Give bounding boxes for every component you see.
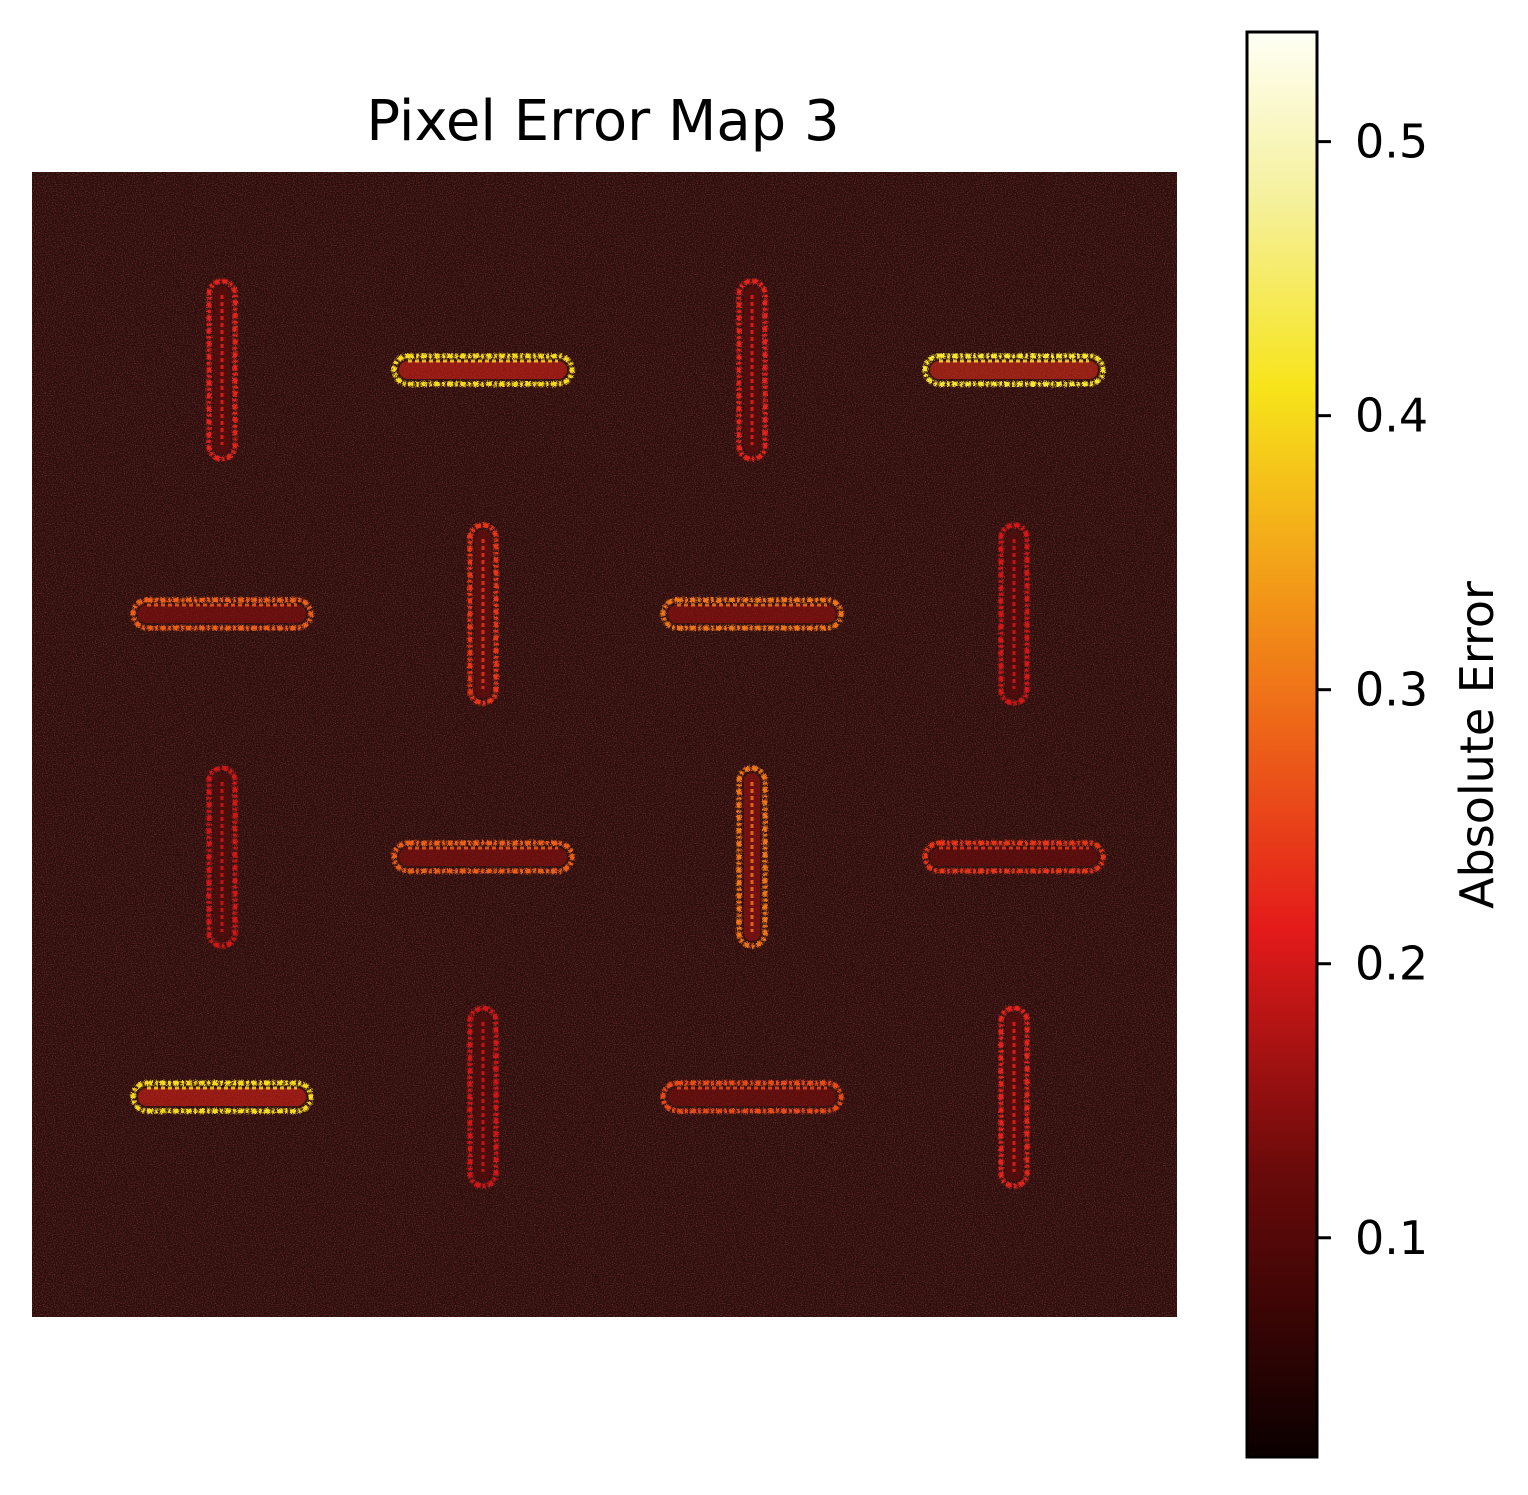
error-rod-core xyxy=(399,361,567,379)
error-rod-core xyxy=(399,848,567,866)
error-rod-edge xyxy=(206,765,238,949)
error-rod-core xyxy=(668,605,836,623)
error-rod xyxy=(998,522,1030,706)
error-rod-core xyxy=(138,1088,306,1106)
error-rod-edge xyxy=(998,522,1030,706)
error-rod-core xyxy=(475,1013,491,1181)
error-rod-edge xyxy=(130,1080,314,1114)
error-rod-edge xyxy=(922,353,1106,387)
error-rod xyxy=(130,597,314,631)
colorbar-gradient xyxy=(1245,30,1319,1459)
error-rod-core xyxy=(930,361,1098,379)
error-rod xyxy=(130,1080,314,1114)
error-rod-core xyxy=(475,530,491,698)
error-rod xyxy=(660,597,844,631)
error-rod xyxy=(922,840,1106,874)
error-rod-core xyxy=(930,848,1098,866)
error-rod-edge xyxy=(467,522,499,706)
error-rod xyxy=(922,353,1106,387)
error-rod-edge xyxy=(206,278,238,462)
colorbar-tick-label: 0.5 xyxy=(1355,115,1428,169)
error-rod-core xyxy=(668,1088,836,1106)
error-rod-edge xyxy=(130,597,314,631)
colorbar-tick-label: 0.3 xyxy=(1355,663,1428,717)
error-rod-edge xyxy=(660,597,844,631)
error-rod xyxy=(736,278,768,462)
error-rod-core xyxy=(1006,530,1022,698)
chart-title: Pixel Error Map 3 xyxy=(366,89,839,154)
colorbar-label: Absolute Error xyxy=(1450,581,1504,909)
error-rod-edge xyxy=(736,765,768,949)
colorbar-tick-label: 0.4 xyxy=(1355,389,1428,443)
error-rod-core xyxy=(744,286,760,454)
error-rod-core xyxy=(744,773,760,941)
colorbar-tick-label: 0.1 xyxy=(1355,1211,1428,1265)
error-rod-core xyxy=(214,773,230,941)
error-rod xyxy=(206,278,238,462)
error-rod-core xyxy=(138,605,306,623)
error-rod-edge xyxy=(391,353,575,387)
error-rod-edge xyxy=(467,1005,499,1189)
error-rod xyxy=(206,765,238,949)
error-rod-edge xyxy=(391,840,575,874)
error-rod-edge xyxy=(922,840,1106,874)
heatmap-noise xyxy=(32,172,1177,1317)
heatmap-area xyxy=(32,172,1177,1317)
error-rod xyxy=(660,1080,844,1114)
error-rod-edge xyxy=(736,278,768,462)
error-rod xyxy=(391,840,575,874)
error-rod-core xyxy=(214,286,230,454)
error-rod xyxy=(467,1005,499,1189)
colorbar: 0.1 0.2 0.3 0.4 0.5 Absolute Error xyxy=(1245,30,1504,1459)
error-rod xyxy=(391,353,575,387)
colorbar-tick-label: 0.2 xyxy=(1355,937,1428,991)
colorbar-ticks: 0.1 0.2 0.3 0.4 0.5 xyxy=(1317,115,1428,1265)
error-rod xyxy=(998,1005,1030,1189)
error-rod-edge xyxy=(998,1005,1030,1189)
error-rod-core xyxy=(1006,1013,1022,1181)
error-rods xyxy=(130,278,1106,1189)
error-rod-edge xyxy=(660,1080,844,1114)
error-rod xyxy=(736,765,768,949)
error-rod xyxy=(467,522,499,706)
